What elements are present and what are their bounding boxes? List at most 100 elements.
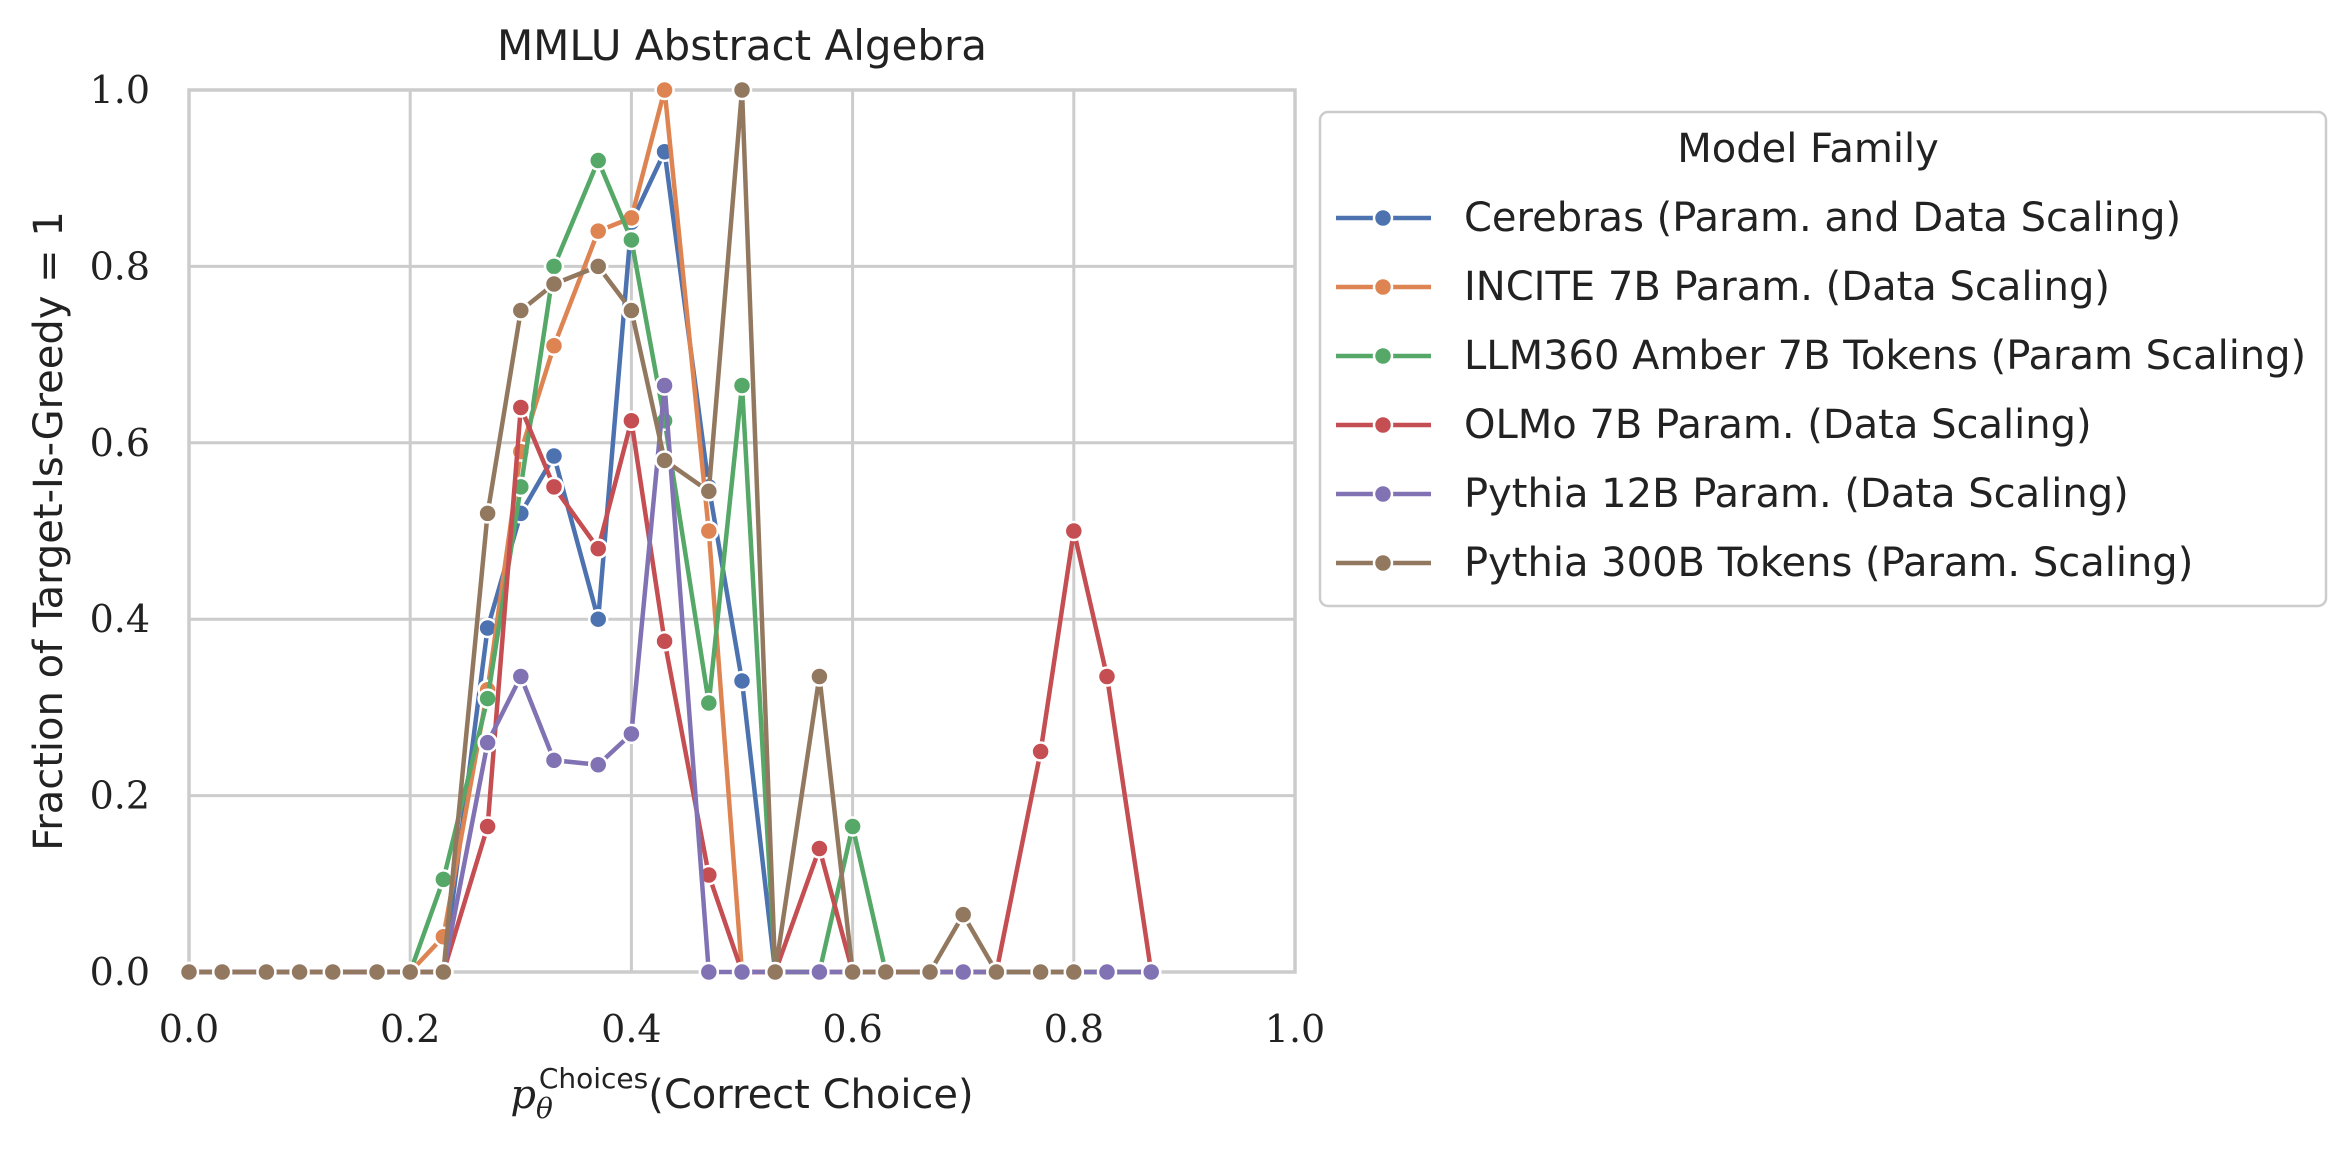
x-tick-label: 0.0 <box>159 1007 219 1051</box>
data-point <box>654 450 675 471</box>
y-tick-label: 0.6 <box>90 421 150 465</box>
data-point <box>986 961 1007 983</box>
legend-label: INCITE 7B Param. (Data Scaling) <box>1464 264 2110 310</box>
data-point <box>952 961 974 983</box>
legend-label: Pythia 300B Tokens (Param. Scaling) <box>1464 540 2193 586</box>
data-point <box>510 300 532 321</box>
legend-marker <box>1372 345 1394 367</box>
data-point <box>621 229 642 251</box>
legend-marker <box>1372 483 1394 505</box>
y-tick-label: 0.2 <box>90 774 150 818</box>
data-point <box>256 961 277 983</box>
data-point <box>698 961 720 983</box>
legend-entry: INCITE 7B Param. (Data Scaling) <box>1336 264 2110 310</box>
data-point <box>399 961 421 983</box>
data-point <box>842 961 863 983</box>
legend-marker <box>1372 414 1394 436</box>
y-tick-label: 1.0 <box>90 68 150 112</box>
data-point <box>1140 961 1162 983</box>
legend-marker <box>1372 207 1394 229</box>
data-point <box>433 961 454 983</box>
data-point <box>587 754 609 775</box>
legend-label: Pythia 12B Param. (Data Scaling) <box>1464 471 2129 517</box>
data-point <box>654 375 675 396</box>
data-point <box>543 750 565 771</box>
legend: Model Family Cerebras (Param. and Data S… <box>1318 110 2328 608</box>
data-point <box>875 961 897 983</box>
legend-marker <box>1372 552 1394 574</box>
x-axis-label: pθChoices(Correct Choice) <box>510 1062 973 1125</box>
x-tick-label: 1.0 <box>1265 1007 1325 1051</box>
data-point <box>698 481 720 502</box>
data-point <box>178 961 200 983</box>
data-point <box>477 503 498 524</box>
data-point <box>731 375 753 396</box>
legend-label: LLM360 Amber 7B Tokens (Param Scaling) <box>1464 333 2306 379</box>
data-point <box>764 961 786 983</box>
data-point <box>698 520 720 542</box>
data-point <box>809 961 830 983</box>
legend-entry: LLM360 Amber 7B Tokens (Param Scaling) <box>1336 333 2306 379</box>
x-axis-label-symbol: p <box>510 1072 536 1118</box>
legend-entry: Pythia 300B Tokens (Param. Scaling) <box>1336 540 2193 586</box>
data-point <box>842 816 863 837</box>
data-point <box>654 631 675 652</box>
legend-entry: OLMo 7B Param. (Data Scaling) <box>1336 402 2092 448</box>
data-point <box>587 150 609 171</box>
series-6 <box>178 79 1085 983</box>
data-point <box>919 961 941 983</box>
data-point <box>543 256 565 277</box>
data-point <box>543 273 565 295</box>
data-point <box>477 732 498 753</box>
data-point <box>1063 520 1085 542</box>
data-point <box>1096 666 1118 687</box>
data-point <box>621 300 642 321</box>
legend-frame <box>1318 110 2328 608</box>
x-axis-label-subscript: θ <box>536 1092 553 1125</box>
x-tick-label: 0.8 <box>1044 1007 1104 1051</box>
data-point <box>587 608 609 630</box>
data-point <box>731 961 753 983</box>
data-point <box>1096 961 1118 983</box>
legend-entry: Pythia 12B Param. (Data Scaling) <box>1336 471 2129 517</box>
legend-entries: Cerebras (Param. and Data Scaling) INCITE… <box>1336 195 2306 586</box>
data-point <box>543 445 565 467</box>
data-point <box>1030 961 1051 983</box>
x-axis-label-text: (Correct Choice) <box>648 1072 973 1118</box>
legend-entry: Cerebras (Param. and Data Scaling) <box>1336 195 2181 241</box>
data-point <box>322 961 344 983</box>
legend-marker <box>1372 276 1394 298</box>
data-point <box>543 335 565 357</box>
data-point <box>587 256 609 277</box>
data-point <box>809 838 830 859</box>
data-point <box>809 666 830 687</box>
legend-label: OLMo 7B Param. (Data Scaling) <box>1464 402 2092 448</box>
series-layer <box>178 79 1162 983</box>
data-point <box>654 79 675 101</box>
x-axis-label-superscript: Choices <box>539 1062 648 1095</box>
data-point <box>621 410 642 431</box>
x-tick-label: 0.2 <box>380 1007 440 1051</box>
data-point <box>621 723 642 745</box>
data-point <box>587 538 609 559</box>
data-point <box>698 692 720 714</box>
tick-labels: 0.0 0.2 0.4 0.6 0.8 1.0 0.0 0.2 0.4 0.6 0.8 1.0 <box>90 68 1326 1051</box>
data-point <box>731 670 753 692</box>
data-point <box>477 816 498 837</box>
data-point <box>510 666 532 687</box>
data-point <box>731 79 753 101</box>
x-tick-label: 0.6 <box>822 1007 882 1051</box>
y-tick-label: 0.0 <box>90 950 150 994</box>
y-axis-label: Fraction of Target-Is-Greedy = 1 <box>26 211 72 851</box>
data-point <box>510 397 532 418</box>
data-point <box>587 220 609 242</box>
legend-title: Model Family <box>1677 126 1939 172</box>
chart-title: MMLU Abstract Algebra <box>497 21 987 70</box>
legend-label: Cerebras (Param. and Data Scaling) <box>1464 195 2181 241</box>
y-tick-label: 0.4 <box>90 597 150 641</box>
data-point <box>1063 961 1085 983</box>
data-point <box>1030 741 1051 762</box>
data-point <box>289 961 310 983</box>
data-point <box>366 961 388 983</box>
